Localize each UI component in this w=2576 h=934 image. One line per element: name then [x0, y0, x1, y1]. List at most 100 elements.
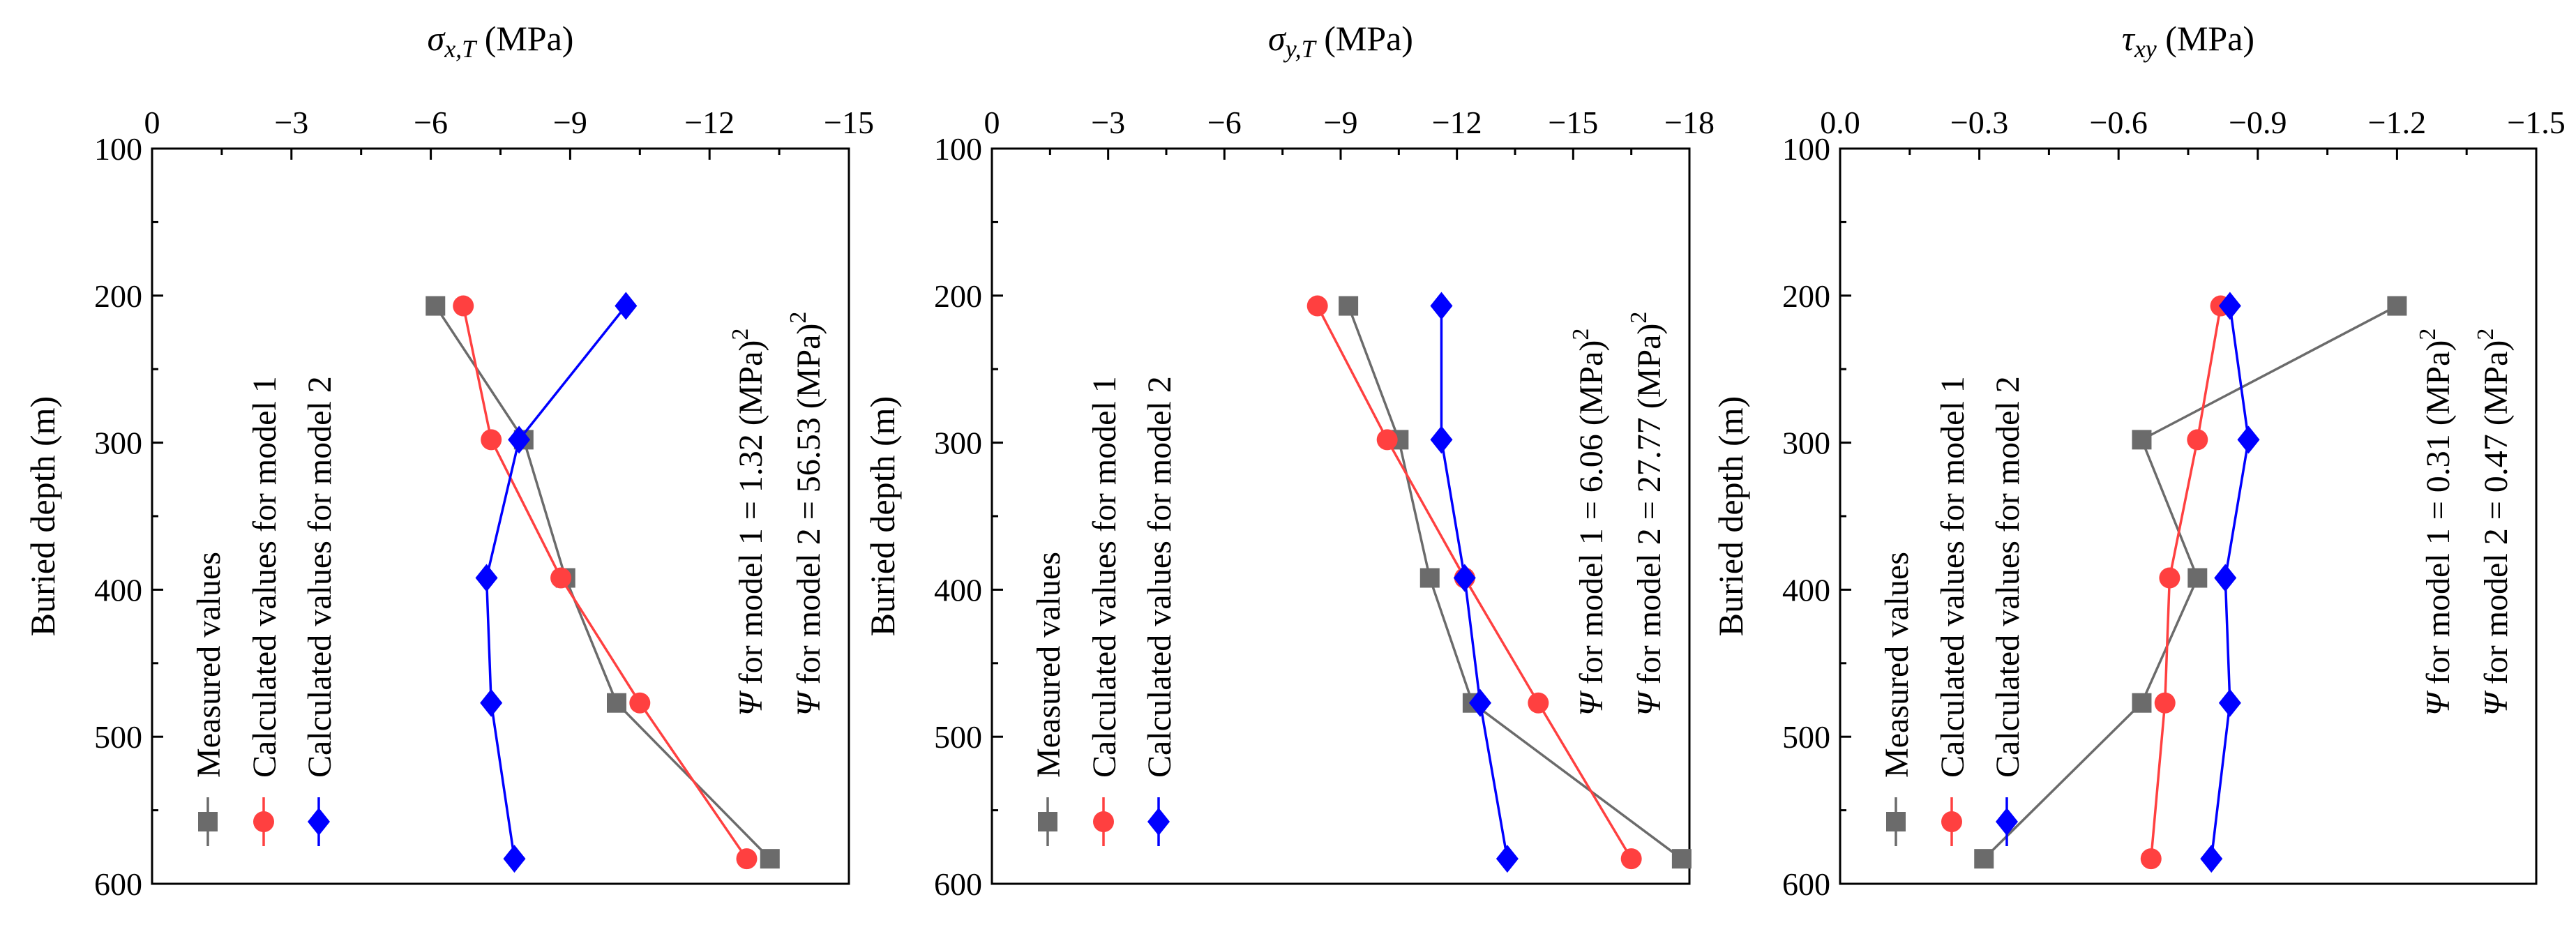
data-point-model-1 — [1528, 692, 1549, 714]
legend-marker — [1886, 812, 1906, 831]
y-tick-label: 100 — [934, 131, 982, 167]
legend-model-2: Calculated values for model 2 — [1141, 376, 1178, 846]
legend-model-1: Calculated values for model 1 — [1086, 376, 1123, 846]
panel-2: 0 −3 −6 −9 −12 −15 −18 100 200 300 400 500 600 σy,T (… — [863, 19, 1715, 902]
legend-label: Calculated values for model 2 — [1989, 376, 2026, 778]
series-model-1 — [2140, 295, 2231, 870]
legend-measured: Measured values — [1878, 552, 1915, 846]
x-tick-label: −3 — [1091, 105, 1125, 140]
legend-marker — [1093, 811, 1114, 832]
data-point-model-2 — [480, 688, 503, 717]
legend-label: Measured values — [190, 552, 227, 778]
y-axis-title: Buried depth (m) — [23, 396, 62, 636]
data-point-measured — [1419, 568, 1440, 588]
legend-model-1: Calculated values for model 1 — [246, 376, 283, 846]
y-tick-label: 500 — [94, 719, 142, 755]
legend-label: Calculated values for model 2 — [301, 376, 338, 778]
y-tick-label: 200 — [1782, 278, 1830, 314]
data-point-model-2 — [475, 564, 498, 592]
series-model-2 — [475, 292, 638, 873]
data-point-measured — [425, 296, 446, 316]
x-tick-label: 0 — [144, 105, 160, 140]
y-tick-label: 300 — [94, 425, 142, 461]
psi-text: for model 2 = 56.53 (MPa) — [790, 324, 827, 693]
x-tick-label: −3 — [274, 105, 308, 140]
data-point-model-2 — [2214, 564, 2237, 592]
panel-3: 0.0 −0.3 −0.6 −0.9 −1.2 −1.5 100 200 300 400 500 60… — [1711, 19, 2566, 902]
y-tick-label: 500 — [1782, 719, 1830, 755]
data-point-model-2 — [1430, 292, 1453, 320]
x-tick-label: −18 — [1664, 105, 1715, 140]
x-tick-label: −1.2 — [2368, 105, 2426, 140]
x-axis-title-unit: (MPa) — [476, 19, 573, 58]
data-point-model-1 — [1306, 295, 1328, 317]
legend-marker — [308, 808, 330, 836]
data-point-model-2 — [503, 845, 526, 873]
data-point-model-2 — [1453, 564, 1476, 592]
y-tick-label: 300 — [1782, 425, 1830, 461]
y-tick-label: 500 — [934, 719, 982, 755]
data-point-model-1 — [2159, 567, 2180, 589]
data-point-model-1 — [2187, 429, 2208, 451]
x-tick-label: −9 — [553, 105, 587, 140]
legend-label: Calculated values for model 2 — [1141, 376, 1178, 778]
x-tick-label: 0 — [984, 105, 1000, 140]
y-tick-label: 400 — [1782, 572, 1830, 608]
x-tick-label: −15 — [1548, 105, 1598, 140]
x-axis-title-symbol: σ — [1268, 19, 1287, 58]
data-point-model-2 — [1430, 425, 1453, 454]
y-axis-title: Buried depth (m) — [863, 396, 902, 636]
data-point-measured — [2132, 430, 2152, 450]
x-tick-label: −15 — [824, 105, 874, 140]
psi-superscript: 2 — [785, 312, 811, 324]
y-axis-title: Buried depth (m) — [1711, 396, 1750, 636]
psi-annotation-model-2: Ψ for model 2 = 0.47 (MPa)2 — [2473, 329, 2515, 716]
psi-text: for model 2 = 27.77 (MPa) — [1631, 324, 1668, 693]
psi-text: for model 1 = 0.31 (MPa) — [2420, 340, 2457, 693]
psi-superscript: 2 — [728, 329, 753, 340]
psi-symbol: Ψ — [1631, 690, 1668, 716]
legend-marker — [1996, 808, 2018, 836]
y-tick-label: 100 — [94, 131, 142, 167]
data-point-model-2 — [2237, 425, 2260, 454]
x-tick-label: −0.9 — [2229, 105, 2287, 140]
psi-annotation-model-1: Ψ for model 1 = 0.31 (MPa)2 — [2415, 329, 2457, 716]
legend-model-2: Calculated values for model 2 — [1989, 376, 2026, 846]
data-point-model-2 — [2218, 688, 2241, 717]
x-axis-title-unit: (MPa) — [1316, 19, 1413, 58]
x-axis-title-symbol: τ — [2122, 19, 2136, 58]
series-measured — [1339, 296, 1692, 869]
psi-symbol: Ψ — [790, 690, 827, 716]
psi-annotation-model-1: Ψ for model 1 = 6.06 (MPa)2 — [1568, 329, 1610, 716]
data-point-measured — [760, 849, 780, 869]
y-tick-label: 400 — [94, 572, 142, 608]
legend-measured: Measured values — [190, 552, 227, 846]
x-tick-label: −6 — [1207, 105, 1242, 140]
y-tick-label: 200 — [934, 278, 982, 314]
x-tick-label: −12 — [1432, 105, 1482, 140]
psi-superscript: 2 — [2415, 329, 2441, 340]
y-tick-label: 600 — [94, 866, 142, 902]
data-point-model-2 — [1469, 688, 1491, 717]
y-tick-label: 600 — [1782, 866, 1830, 902]
psi-text: for model 1 = 1.32 (MPa) — [732, 340, 769, 693]
psi-superscript: 2 — [1568, 329, 1594, 340]
data-point-measured — [1974, 849, 1994, 869]
data-point-measured — [2387, 296, 2407, 316]
x-tick-label: −1.5 — [2507, 105, 2565, 140]
series-measured — [1974, 296, 2407, 869]
psi-text: for model 1 = 6.06 (MPa) — [1573, 340, 1610, 693]
data-point-model-2 — [2200, 845, 2223, 873]
x-axis-title-symbol: σ — [428, 19, 446, 58]
series-line-model-2 — [1440, 306, 1509, 859]
data-point-model-1 — [481, 429, 502, 451]
psi-annotation-model-2: Ψ for model 2 = 27.77 (MPa)2 — [1626, 312, 1668, 716]
data-point-model-1 — [453, 295, 474, 317]
data-point-model-1 — [1376, 429, 1398, 451]
legend-label: Measured values — [1878, 552, 1915, 778]
x-tick-label: −9 — [1324, 105, 1358, 140]
data-point-model-1 — [629, 692, 651, 714]
data-point-measured — [1339, 296, 1359, 316]
data-point-model-2 — [1496, 845, 1519, 873]
